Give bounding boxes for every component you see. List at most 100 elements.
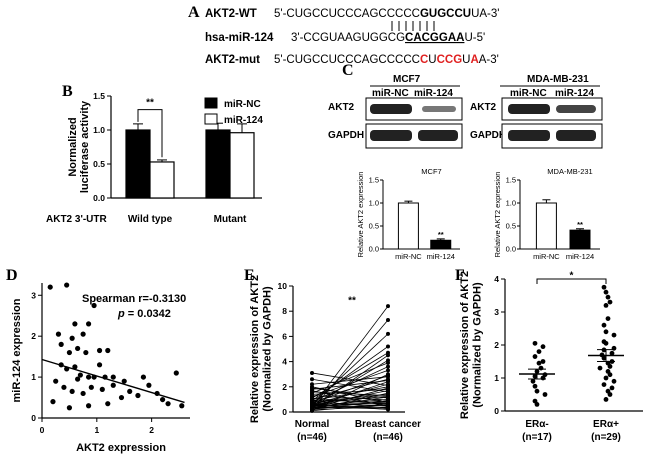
data-point bbox=[121, 378, 127, 384]
blot-cell-mcf7: MCF7 bbox=[393, 74, 421, 85]
y-tick-label: 1.5 bbox=[506, 176, 516, 185]
spearman-p-label: p = 0.0342 bbox=[117, 308, 171, 320]
pair-line bbox=[311, 404, 389, 410]
er-pos-point bbox=[603, 397, 609, 402]
pair-line bbox=[311, 400, 389, 409]
cancer-point bbox=[386, 350, 390, 355]
er-neg-point bbox=[536, 349, 542, 354]
cancer-point bbox=[386, 364, 390, 369]
category-n: (n=46) bbox=[373, 432, 403, 443]
blot-gapdh-label-2: GAPDH bbox=[470, 130, 506, 141]
cancer-point bbox=[386, 368, 390, 373]
band-akt2-124 bbox=[422, 106, 456, 112]
er-pos-point bbox=[603, 303, 609, 308]
category-label: miR-124 bbox=[427, 252, 455, 261]
akt2-mdamb231-chart: MDA-MB-231 0.0 0.5 1.0 1.5 Relative AKT2 expr… bbox=[493, 167, 600, 261]
blot-cell-mdamb231: MDA-MB-231 bbox=[527, 74, 589, 85]
cancer-point bbox=[386, 360, 390, 365]
data-point bbox=[83, 349, 89, 356]
x-axis-title: AKT2 expression bbox=[76, 442, 166, 454]
panel-b-letter: B bbox=[62, 83, 73, 100]
er-pos-point bbox=[601, 322, 607, 328]
data-point bbox=[69, 388, 75, 395]
er-pos-point bbox=[607, 372, 613, 378]
data-point bbox=[77, 372, 83, 378]
er-neg-point bbox=[540, 344, 546, 350]
category-n: (n=17) bbox=[522, 432, 552, 443]
band-akt2-nc-2 bbox=[508, 104, 550, 114]
er-neg-point bbox=[532, 354, 538, 359]
panel-f-letter: F bbox=[455, 267, 465, 284]
legend-label: miR-124 bbox=[224, 115, 263, 126]
blot-akt2-label-2: AKT2 bbox=[470, 102, 497, 113]
significance-marker: ** bbox=[438, 230, 444, 239]
band-gapdh-nc bbox=[370, 130, 412, 141]
data-point bbox=[69, 335, 75, 341]
er-neg-point bbox=[532, 340, 538, 346]
y-axis-title: Relative expression of AKT2(Normalized b… bbox=[249, 275, 274, 423]
er-pos-point bbox=[601, 355, 607, 361]
legend-label: miR-NC bbox=[224, 99, 261, 110]
band-akt2-124-2 bbox=[556, 105, 596, 113]
y-axis-title-line2: luciferase activity bbox=[79, 100, 91, 193]
significance-marker: ** bbox=[348, 296, 356, 307]
pair-line bbox=[311, 319, 389, 410]
pair-line bbox=[311, 395, 389, 401]
pair-line bbox=[311, 380, 389, 390]
significance-marker: * bbox=[570, 270, 574, 281]
significance-marker: ** bbox=[577, 220, 583, 229]
bar-mir-nc bbox=[125, 129, 151, 199]
pair-line bbox=[311, 346, 389, 401]
y-tick-label: 1.0 bbox=[506, 199, 516, 208]
y-tick-label: 0.0 bbox=[506, 245, 516, 254]
x-tick-label: 1 bbox=[94, 425, 99, 435]
data-point bbox=[80, 331, 86, 337]
er-neg-point bbox=[534, 402, 540, 407]
band-gapdh-124-2 bbox=[556, 130, 596, 141]
y-axis-title: Relative AKT2 expression bbox=[493, 172, 502, 258]
er-pos-point bbox=[607, 364, 613, 369]
band-gapdh-124 bbox=[418, 130, 458, 141]
akt2-utr-row-label: AKT2 3'-UTR bbox=[46, 214, 107, 225]
akt2-wt-seq: 5'-CUGCCUCCCAGCCCCCGUGCCUUA-3' bbox=[274, 8, 499, 20]
data-point bbox=[72, 364, 78, 370]
spearman-r-label: Spearman r=-0.3130 bbox=[82, 293, 186, 305]
mir124-seq: 3'-CCGUAAGUGGCGCACGGAAU-5' bbox=[291, 32, 485, 44]
er-pos-point bbox=[605, 294, 611, 300]
category-n: (n=29) bbox=[591, 432, 621, 443]
category-label: miR-NC bbox=[395, 252, 422, 261]
y-tick-label: 3 bbox=[494, 307, 499, 317]
bar bbox=[397, 202, 419, 250]
y-axis-title: miR-124 expression bbox=[11, 298, 23, 402]
western-blot-mdamb231: MDA-MB-231 miR-NC miR-124 AKT2 GAPDH bbox=[470, 74, 603, 149]
lane-label-mir-nc: miR-NC bbox=[372, 88, 409, 99]
category-label: Mutant bbox=[214, 214, 247, 225]
er-pos-point bbox=[607, 392, 613, 397]
data-point bbox=[140, 374, 147, 380]
category-label: Normal bbox=[295, 419, 330, 430]
akt2-wt-label: AKT2-WT bbox=[205, 8, 257, 20]
er-pos-point bbox=[601, 382, 607, 387]
data-point bbox=[66, 405, 73, 411]
pair-line bbox=[311, 386, 389, 403]
y-tick-label: 1.5 bbox=[369, 176, 379, 185]
panel-c-letter: C bbox=[342, 62, 354, 79]
er-pos-point bbox=[609, 350, 615, 356]
y-tick-label: 1 bbox=[494, 373, 499, 383]
data-point bbox=[75, 376, 81, 382]
data-point bbox=[66, 349, 73, 356]
data-point bbox=[50, 399, 56, 405]
y-tick-label: 10 bbox=[278, 281, 288, 291]
y-tick-label: 0.5 bbox=[93, 159, 105, 169]
er-pos-point bbox=[603, 340, 609, 346]
panel-e-letter: E bbox=[244, 267, 255, 284]
normal-point bbox=[310, 388, 314, 393]
y-tick-label: 1.0 bbox=[93, 125, 105, 135]
akt2-mut-label: AKT2-mut bbox=[205, 54, 260, 66]
category-label: ERα- bbox=[525, 419, 548, 430]
x-tick-label: 2 bbox=[149, 425, 154, 435]
data-point bbox=[110, 374, 116, 380]
er-pos-point bbox=[597, 365, 603, 371]
pair-line bbox=[311, 399, 389, 407]
